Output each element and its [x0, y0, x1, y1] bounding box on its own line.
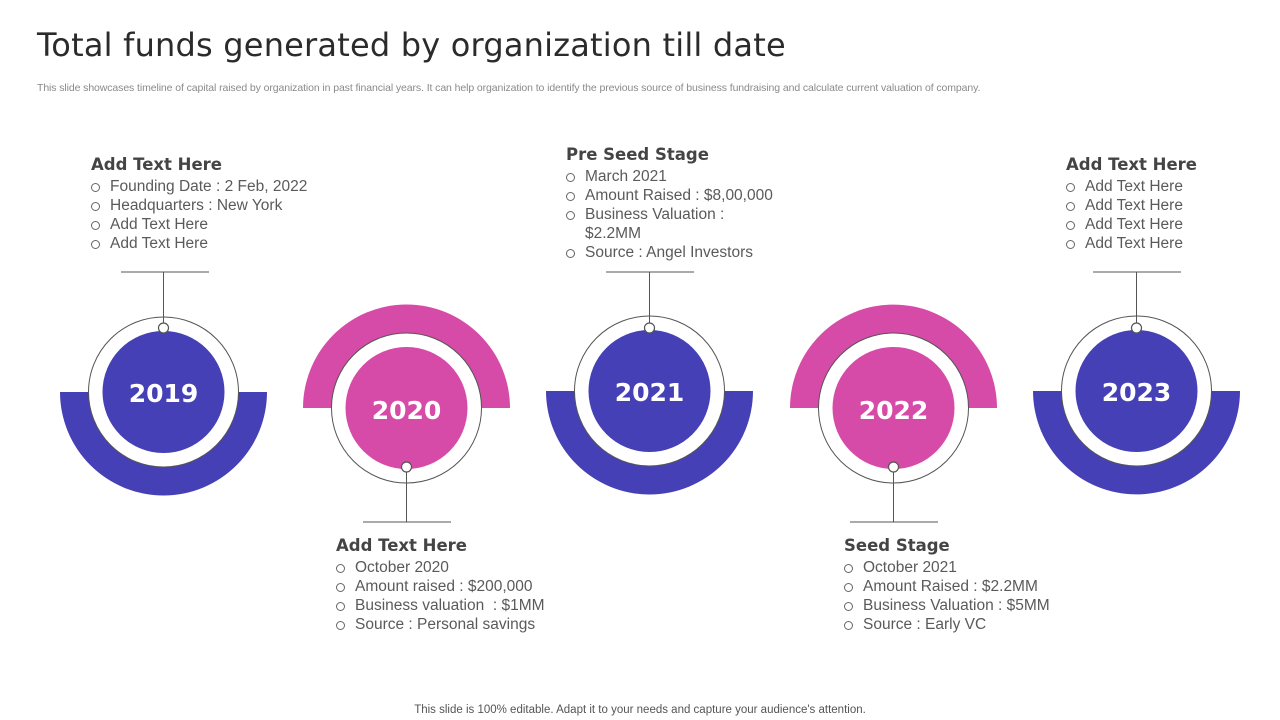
info-heading: Pre Seed Stage — [566, 145, 709, 164]
info-item: Add Text Here — [91, 215, 307, 234]
info-item: October 2020 — [336, 558, 545, 577]
year-label-2023: 2023 — [1102, 378, 1172, 407]
info-item: October 2021 — [844, 558, 1050, 577]
circle-bullet-icon — [1066, 183, 1075, 192]
info-item: Business Valuation : $5MM — [844, 596, 1050, 615]
connector-dot-2023 — [1130, 322, 1143, 334]
info-item: Founding Date : 2 Feb, 2022 — [91, 177, 307, 196]
info-item: Business valuation : $1MM — [336, 596, 545, 615]
circle-bullet-icon — [91, 221, 100, 230]
year-disc-2023 — [1075, 330, 1198, 452]
footer-note: This slide is 100% editable. Adapt it to… — [414, 704, 866, 716]
circle-bullet-icon — [844, 564, 853, 573]
info-item: Amount Raised : $8,00,000 — [566, 186, 773, 205]
circle-bullet-icon — [566, 249, 575, 258]
info-item: Add Text Here — [91, 234, 307, 253]
year-label-2021: 2021 — [615, 378, 685, 407]
year-label-2019: 2019 — [129, 379, 199, 408]
milestone-2023: 2023 — [1033, 271, 1240, 495]
info-item: Headquarters : New York — [91, 196, 307, 215]
circle-bullet-icon — [1066, 240, 1075, 249]
info-item: Source : Personal savings — [336, 615, 545, 634]
info-heading: Add Text Here — [91, 155, 222, 174]
milestone-2021: 2021 — [546, 271, 753, 495]
info-item: Amount Raised : $2.2MM — [844, 577, 1050, 596]
circle-bullet-icon — [91, 202, 100, 211]
info-item: Add Text Here — [1066, 177, 1197, 196]
circle-bullet-icon — [336, 583, 345, 592]
circle-bullet-icon — [91, 183, 100, 192]
info-block-2020: Add Text Here October 2020 Amount raised… — [336, 536, 545, 634]
info-item: Add Text Here — [1066, 234, 1197, 253]
info-block-2019: Add Text Here Founding Date : 2 Feb, 202… — [91, 155, 307, 253]
milestone-2020: 2020 — [303, 304, 510, 523]
info-item-continued: $2.2MM — [585, 225, 641, 242]
circle-bullet-icon — [336, 564, 345, 573]
year-disc-2021 — [588, 330, 711, 452]
circle-bullet-icon — [844, 621, 853, 630]
circle-bullet-icon — [566, 173, 575, 182]
info-heading: Seed Stage — [844, 536, 950, 555]
connector-dot-2019 — [157, 322, 170, 334]
info-heading: Add Text Here — [1066, 155, 1197, 174]
page-subtitle: This slide showcases timeline of capital… — [37, 82, 981, 94]
page-title: Total funds generated by organization ti… — [37, 26, 786, 64]
info-item: Source : Angel Investors — [566, 243, 773, 262]
info-item: Amount raised : $200,000 — [336, 577, 545, 596]
year-disc-2019 — [102, 331, 225, 453]
info-item: Add Text Here — [1066, 215, 1197, 234]
milestone-2022: 2022 — [790, 304, 997, 523]
connector-dot-2020 — [400, 461, 413, 473]
circle-bullet-icon — [336, 602, 345, 611]
year-disc-2022 — [832, 347, 955, 469]
circle-bullet-icon — [1066, 202, 1075, 211]
circle-bullet-icon — [566, 192, 575, 201]
circle-bullet-icon — [336, 621, 345, 630]
year-label-2022: 2022 — [859, 396, 929, 425]
circle-bullet-icon — [91, 240, 100, 249]
circle-bullet-icon — [844, 583, 853, 592]
info-block-2022: Seed Stage October 2021 Amount Raised : … — [844, 536, 1050, 634]
info-block-2023: Add Text Here Add Text Here Add Text Her… — [1066, 155, 1197, 253]
info-heading: Add Text Here — [336, 536, 467, 555]
info-item: Source : Early VC — [844, 615, 1050, 634]
info-item: Add Text Here — [1066, 196, 1197, 215]
year-disc-2020 — [345, 347, 468, 469]
info-item: Business Valuation : — [566, 205, 773, 224]
info-item: March 2021 — [566, 167, 773, 186]
circle-bullet-icon — [1066, 221, 1075, 230]
milestone-2019: 2019 — [60, 271, 267, 496]
connector-dot-2022 — [887, 461, 900, 473]
circle-bullet-icon — [566, 211, 575, 220]
connector-dot-2021 — [643, 322, 656, 334]
info-block-2021: Pre Seed Stage March 2021 Amount Raised … — [566, 145, 773, 262]
circle-bullet-icon — [844, 602, 853, 611]
year-label-2020: 2020 — [372, 396, 442, 425]
